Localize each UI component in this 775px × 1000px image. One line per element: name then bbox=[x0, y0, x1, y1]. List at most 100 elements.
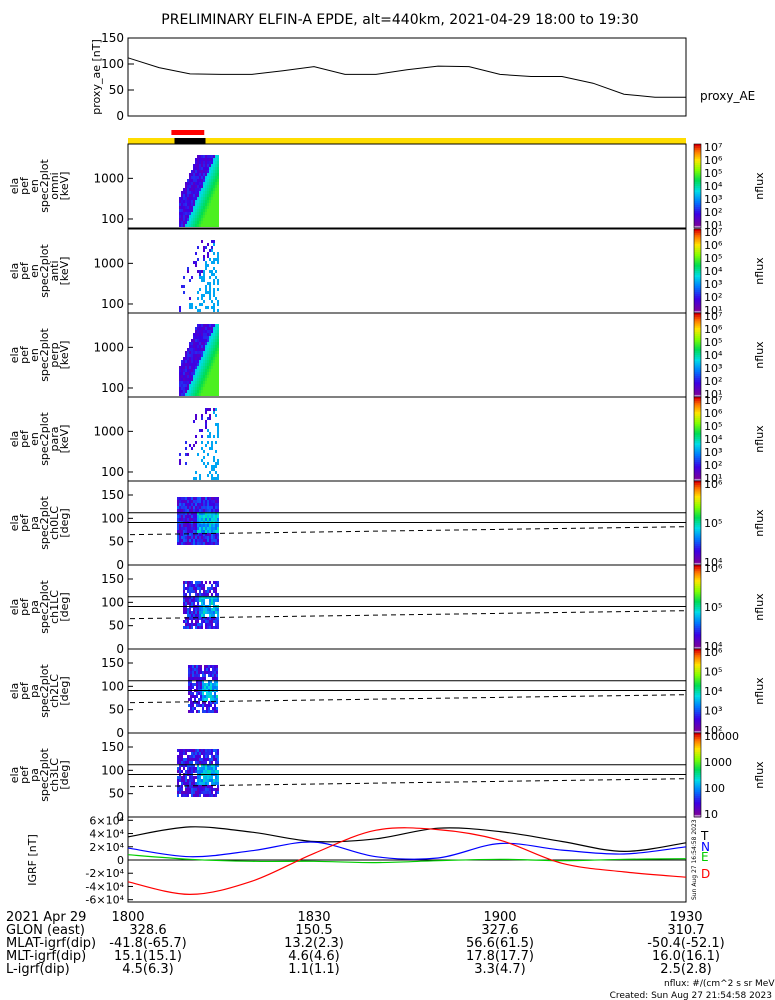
heatmap-cell bbox=[208, 701, 210, 704]
heatmap-cell bbox=[217, 435, 219, 438]
heatmap-cell bbox=[193, 614, 195, 617]
heatmap-cell bbox=[213, 336, 215, 339]
heatmap-cell bbox=[197, 173, 199, 176]
heatmap-cell bbox=[194, 695, 196, 698]
colorbar-step bbox=[694, 657, 701, 661]
heatmap-cell bbox=[204, 710, 206, 713]
heatmap-cell bbox=[200, 692, 202, 695]
heatmap-cell bbox=[188, 710, 190, 713]
heatmap-cell bbox=[205, 288, 207, 291]
heatmap-cell bbox=[211, 761, 213, 764]
heatmap-cell bbox=[195, 620, 197, 623]
heatmap-cell bbox=[191, 755, 193, 758]
heatmap-cell bbox=[214, 707, 216, 710]
heatmap-cell bbox=[207, 188, 209, 191]
heatmap-cell bbox=[199, 593, 201, 596]
heatmap-cell bbox=[215, 173, 217, 176]
heatmap-cell bbox=[211, 602, 213, 605]
colorbar-step bbox=[694, 422, 701, 425]
heatmap-cell bbox=[205, 330, 207, 333]
heatmap-cell bbox=[189, 518, 191, 521]
colorbar-step bbox=[694, 756, 701, 759]
heatmap-cell bbox=[215, 764, 217, 767]
heatmap-cell bbox=[203, 614, 205, 617]
heatmap-cell bbox=[209, 197, 211, 200]
heatmap-cell bbox=[201, 297, 203, 300]
colorbar-step bbox=[694, 634, 701, 637]
heatmap-cell bbox=[193, 369, 195, 372]
colorbar-step bbox=[694, 642, 701, 646]
heatmap-cell bbox=[199, 372, 201, 375]
heatmap-cell bbox=[203, 191, 205, 194]
heatmap-cell bbox=[183, 587, 185, 590]
colorbar-step bbox=[694, 556, 701, 560]
heatmap-cell bbox=[189, 761, 191, 764]
heatmap-cell bbox=[191, 794, 193, 797]
heatmap-cell bbox=[197, 345, 199, 348]
heatmap-cell bbox=[213, 764, 215, 767]
heatmap-cell bbox=[214, 668, 216, 671]
heatmap-cell bbox=[217, 462, 219, 465]
heatmap-cell bbox=[215, 611, 217, 614]
heatmap-cell bbox=[181, 755, 183, 758]
heatmap-cell bbox=[201, 224, 203, 227]
heatmap-cell bbox=[213, 393, 215, 396]
heatmap-cell bbox=[204, 695, 206, 698]
heatmap-cell bbox=[181, 776, 183, 779]
heatmap-cell bbox=[189, 776, 191, 779]
heatmap-cell bbox=[209, 779, 211, 782]
heatmap-cell bbox=[183, 197, 185, 200]
heatmap-cell bbox=[199, 512, 201, 515]
colorbar-step bbox=[694, 409, 701, 413]
heatmap-cell bbox=[191, 191, 193, 194]
heatmap-cell bbox=[197, 194, 199, 197]
heatmap-cell bbox=[215, 408, 217, 411]
heatmap-cell bbox=[201, 212, 203, 215]
heatmap-cell bbox=[193, 497, 195, 500]
heatmap-cell bbox=[217, 782, 219, 785]
heatmap-cell bbox=[197, 336, 199, 339]
heatmap-cell bbox=[213, 530, 215, 533]
heatmap-cell bbox=[213, 348, 215, 351]
heatmap-cell bbox=[213, 294, 215, 297]
heatmap-cell bbox=[187, 758, 189, 761]
heatmap-cell bbox=[203, 497, 205, 500]
heatmap-cell bbox=[177, 509, 179, 512]
heatmap-cell bbox=[211, 167, 213, 170]
heatmap-cell bbox=[214, 683, 216, 686]
heatmap-cell bbox=[203, 249, 205, 252]
heatmap-cell bbox=[197, 164, 199, 167]
heatmap-cell bbox=[179, 462, 181, 465]
heatmap-cell bbox=[191, 381, 193, 384]
heatmap-cell bbox=[187, 533, 189, 536]
heatmap-cell bbox=[183, 542, 185, 545]
heatmap-cell bbox=[179, 503, 181, 506]
heatmap-cell bbox=[193, 351, 195, 354]
colorbar-step bbox=[694, 211, 701, 214]
heatmap-cell bbox=[200, 698, 202, 701]
ephemeris-value: 15.1(15.1) bbox=[114, 949, 182, 964]
heatmap-cell bbox=[199, 587, 201, 590]
ephemeris-row-label: MLT-igrf(dip) bbox=[6, 949, 86, 964]
heatmap-cell bbox=[189, 524, 191, 527]
heatmap-cell bbox=[188, 698, 190, 701]
heatmap-cell bbox=[207, 330, 209, 333]
heatmap-cell bbox=[189, 342, 191, 345]
heatmap-cell bbox=[211, 524, 213, 527]
heatmap-cell bbox=[213, 503, 215, 506]
heatmap-cell bbox=[179, 459, 181, 462]
colorbar-step bbox=[694, 204, 701, 208]
heatmap-cell bbox=[199, 212, 201, 215]
heatmap-cell bbox=[211, 752, 213, 755]
heatmap-cell bbox=[209, 393, 211, 396]
heatmap-cell bbox=[181, 209, 183, 212]
heatmap-cell bbox=[209, 339, 211, 342]
heatmap-cell bbox=[187, 179, 189, 182]
heatmap-cell bbox=[185, 536, 187, 539]
heatmap-cell bbox=[201, 584, 203, 587]
heatmap-cell bbox=[205, 512, 207, 515]
heatmap-cell bbox=[187, 363, 189, 366]
heatmap-cell bbox=[205, 524, 207, 527]
heatmap-cell bbox=[185, 791, 187, 794]
